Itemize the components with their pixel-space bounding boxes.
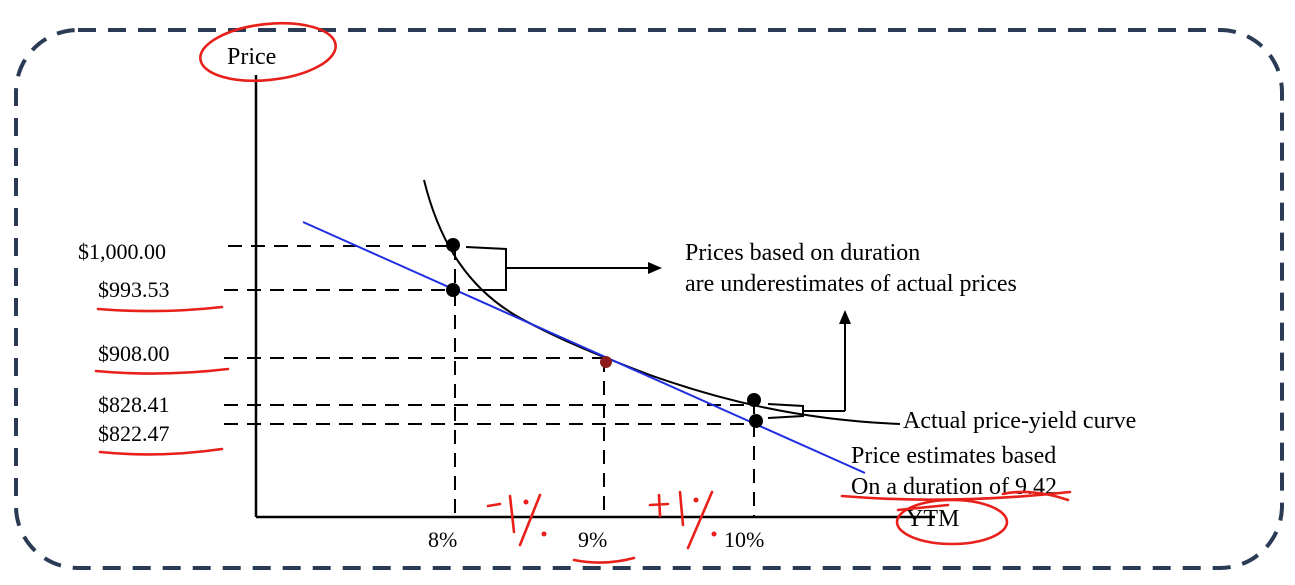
y-tick-label-993: $993.53 <box>98 277 170 302</box>
y-tick-label-1000: $1,000.00 <box>78 239 166 264</box>
ink-underline-993 <box>96 305 224 313</box>
point-estimate-10 <box>749 414 763 428</box>
ink-minus-1-percent <box>486 493 547 547</box>
y-tick-label-828: $828.41 <box>98 392 170 417</box>
y-axis-label: Price <box>227 44 276 70</box>
dashed-frame <box>14 28 1284 570</box>
point-actual-10 <box>747 393 761 407</box>
annotation-line-2: are underestimates of actual prices <box>685 271 1017 297</box>
ink-underline-9 <box>572 556 636 564</box>
arrow-right-head <box>648 262 662 274</box>
y-tick-label-908: $908.00 <box>98 341 170 366</box>
x-tick-label-10: 10% <box>724 527 764 552</box>
x-axis-label: YTM <box>906 506 959 532</box>
x-tick-label-9: 9% <box>578 527 607 552</box>
ink-plus-1-percent <box>648 490 717 550</box>
actual-price-yield-curve <box>423 179 901 425</box>
estimate-label-line-1: Price estimates based <box>851 443 1056 469</box>
x-tick-label-8: 8% <box>428 527 457 552</box>
ink-circle-price <box>199 21 337 83</box>
bracket-8 <box>465 246 507 291</box>
annotation-line-1: Prices based on duration <box>685 240 920 266</box>
actual-curve-label: Actual price-yield curve <box>903 408 1136 434</box>
point-actual-8 <box>446 238 460 252</box>
point-estimate-8 <box>446 283 460 297</box>
duration-tangent-line <box>302 221 866 474</box>
arrow-up-head <box>839 310 851 324</box>
ink-underline-908 <box>94 367 230 375</box>
y-tick-label-822: $822.47 <box>98 421 170 446</box>
ink-underline-ytm <box>896 490 1070 512</box>
point-tangent-9 <box>600 356 612 368</box>
ink-underline-822 <box>98 447 224 456</box>
ink-underline-942 <box>840 490 1072 501</box>
